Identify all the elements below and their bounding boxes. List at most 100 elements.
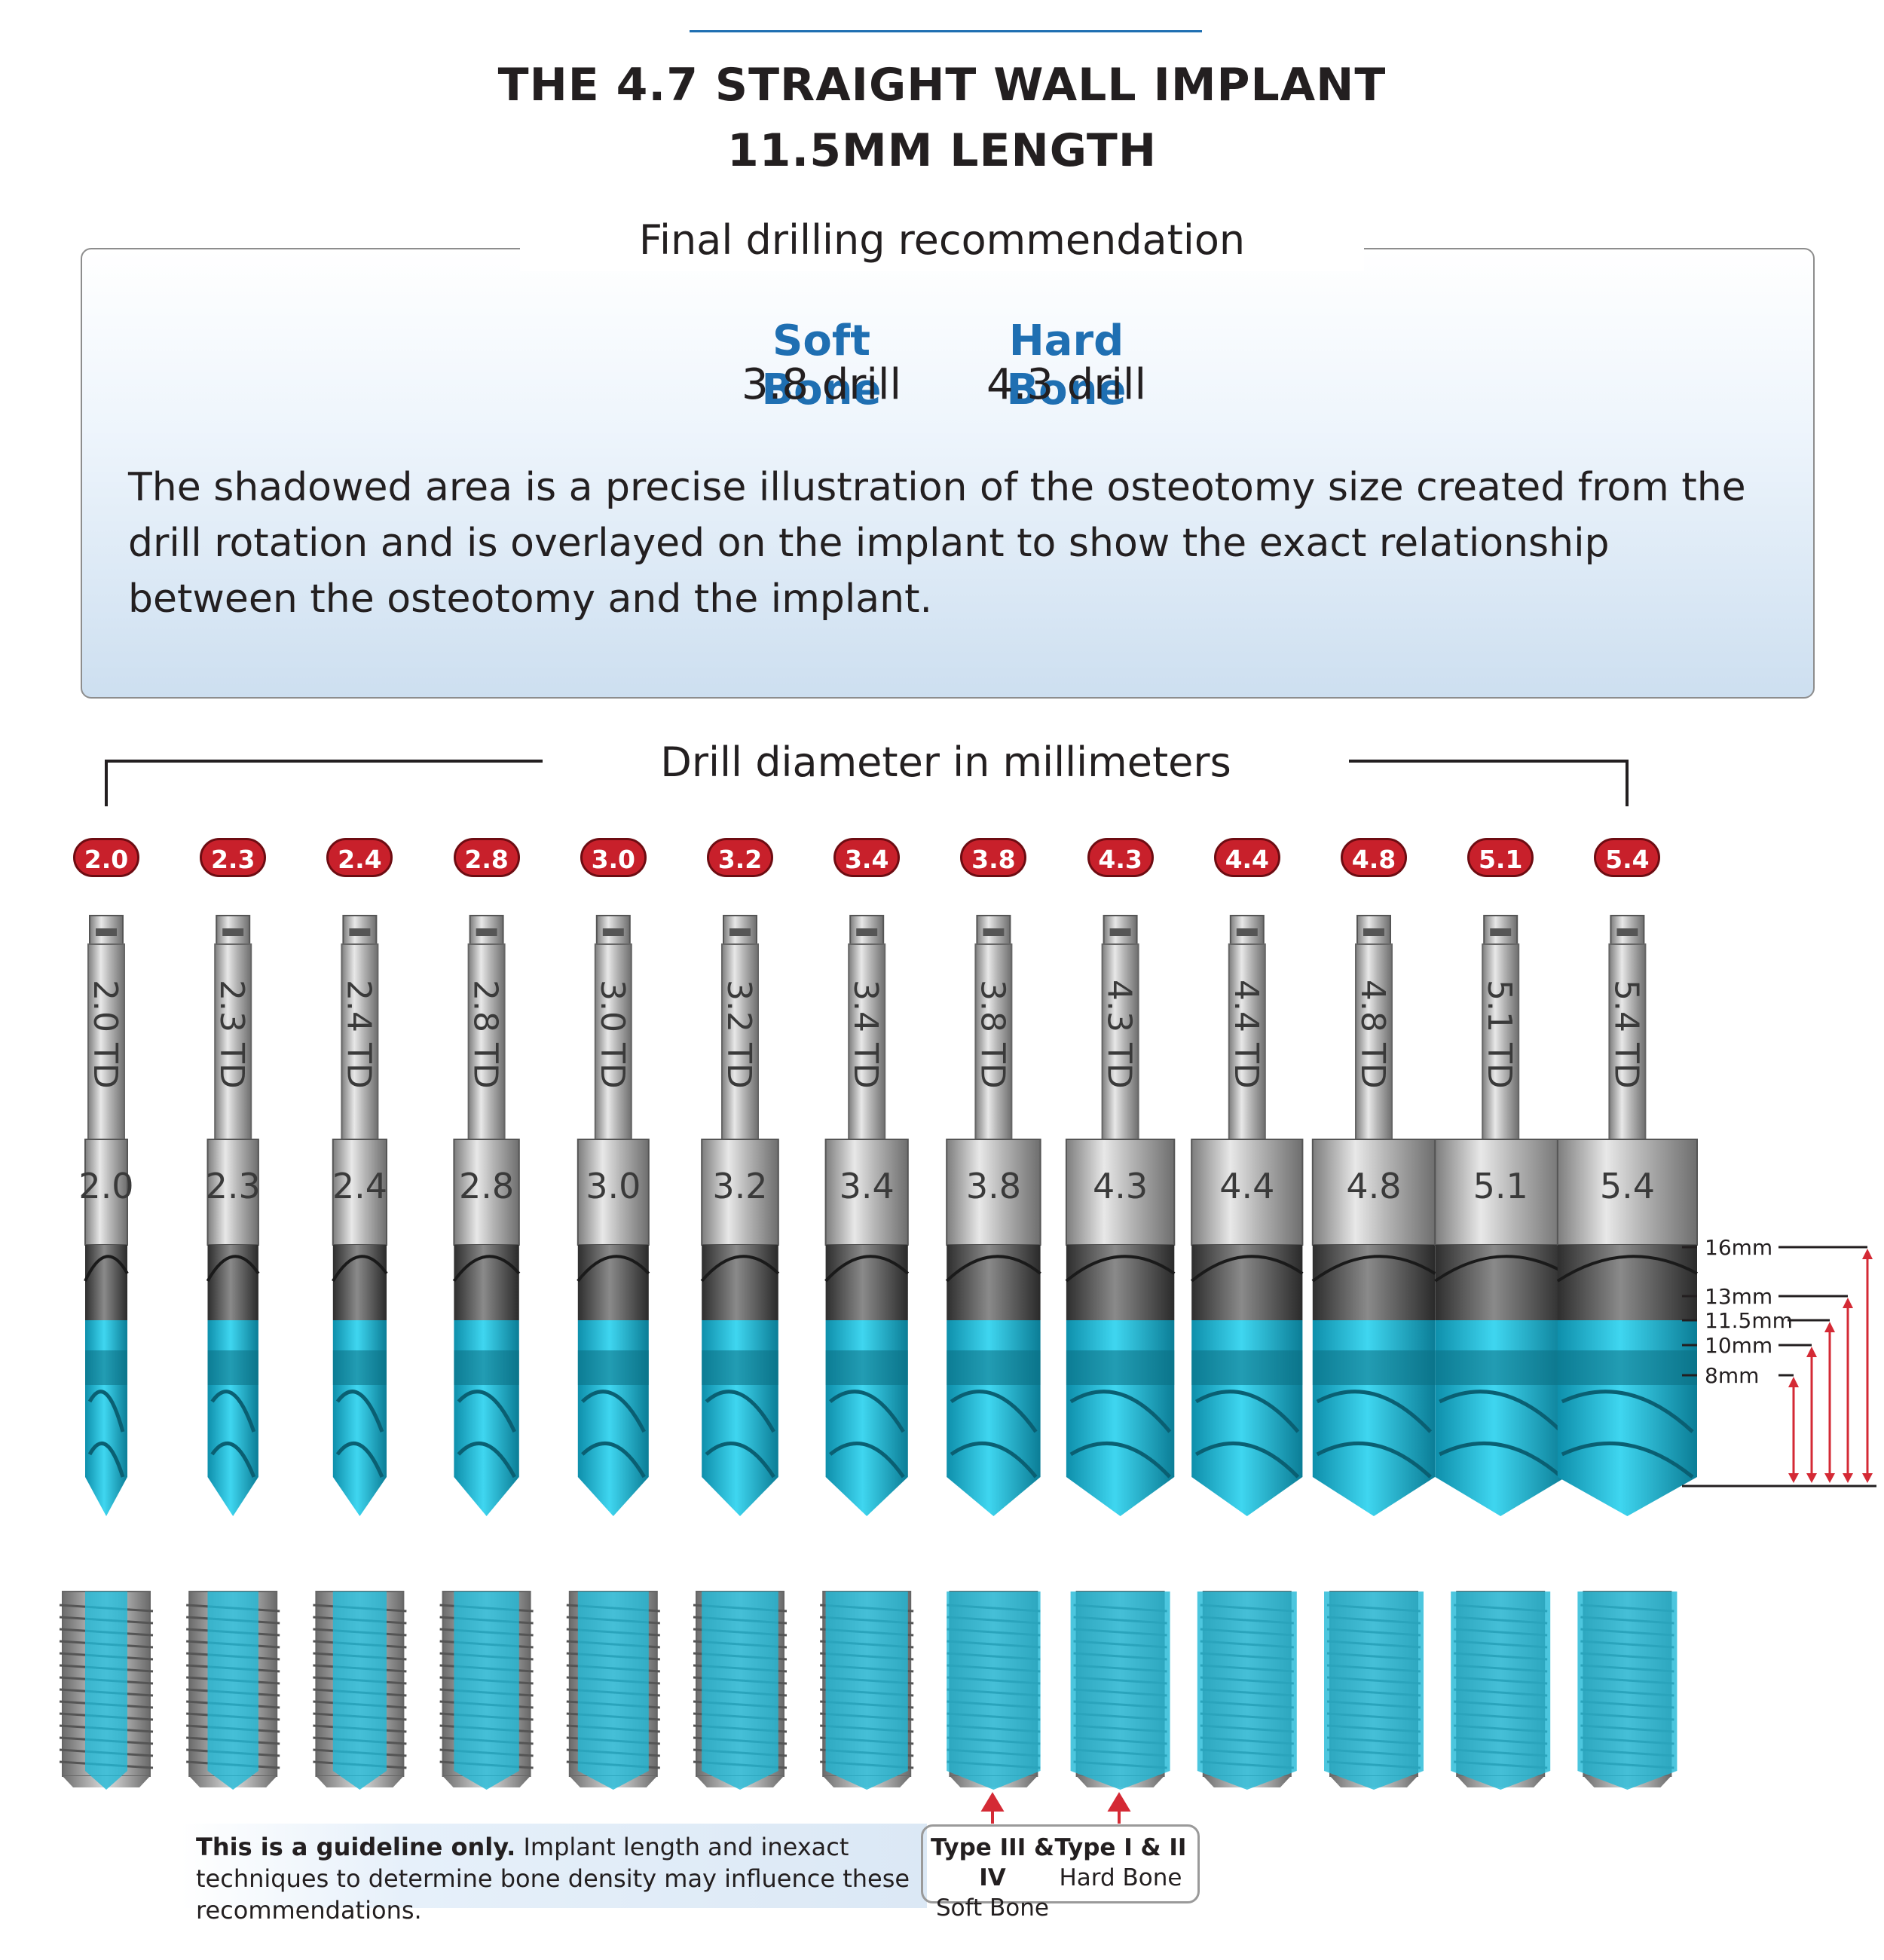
- drill: 3.4 TD 3.4: [824, 915, 910, 1516]
- drill-shaft: [214, 943, 252, 1142]
- drill-flute-edge: [945, 1255, 1041, 1283]
- drill-size-badge: 3.4: [833, 838, 901, 877]
- drill-size-badge: 2.3: [200, 838, 267, 877]
- osteotomy-description: The shadowed area is a precise illustrat…: [128, 465, 1746, 622]
- drill-shaft-label: 3.4 TD: [846, 980, 885, 1089]
- drill-spiral: [335, 1390, 384, 1478]
- depth-label: 11.5mm: [1705, 1308, 1793, 1333]
- drill-band: [1557, 1350, 1697, 1385]
- drill-size-badge: 3.2: [707, 838, 773, 877]
- drill-size-badge: 4.3: [1087, 838, 1154, 877]
- implant: [1070, 1591, 1170, 1790]
- drill-shaft-label: 2.0 TD: [86, 980, 124, 1089]
- recommend-arrows: [980, 1792, 1131, 1824]
- implant-osteotomy-overlay: [332, 1592, 387, 1790]
- depth-mark: 8mm: [1682, 1363, 1799, 1483]
- drill-band: [702, 1350, 778, 1385]
- implant: [820, 1591, 914, 1790]
- drill-flute-edge: [1434, 1255, 1567, 1283]
- drill-collar-label: 4.8: [1346, 1166, 1401, 1206]
- guideline-text: Implant length and inexact techniques to…: [196, 1833, 910, 1925]
- drill-collar-label: 5.4: [1600, 1166, 1655, 1206]
- drill-shaft: [1355, 943, 1393, 1142]
- page-title: THE 4.7 STRAIGHT WALL IMPLANT: [497, 59, 1387, 112]
- drill-collar: [1311, 1139, 1436, 1246]
- drill-band: [85, 1350, 127, 1385]
- drill-spiral: [87, 1390, 125, 1478]
- drill-band: [207, 1350, 258, 1385]
- drill: 2.3 TD 2.3: [206, 915, 261, 1516]
- drill-collar-label: 3.0: [586, 1166, 641, 1206]
- drill-notch: [1236, 928, 1258, 936]
- drill-osteotomy-body: [85, 1320, 127, 1516]
- implant: [439, 1591, 534, 1790]
- drill-collar: [1556, 1139, 1699, 1246]
- drill-shaft: [1101, 943, 1139, 1142]
- drill-notch: [222, 928, 244, 936]
- drill-flute-edge: [1190, 1255, 1304, 1283]
- drill-band: [332, 1350, 387, 1385]
- drill-spiral: [1561, 1390, 1694, 1478]
- hard-type-label: Type I & II: [1054, 1834, 1187, 1861]
- drill-collar-label: 4.4: [1219, 1166, 1274, 1206]
- implant: [1324, 1591, 1424, 1790]
- drill-shaft-label: 4.3 TD: [1100, 980, 1139, 1089]
- implant: [566, 1591, 660, 1790]
- drill-band: [825, 1350, 908, 1385]
- drill-collar-label: 2.4: [332, 1166, 387, 1206]
- drill-notch: [96, 928, 117, 936]
- depth-arrow-head: [1843, 1298, 1853, 1308]
- drill-band: [577, 1350, 649, 1385]
- soft-bone-value: 3.8 drill: [741, 360, 902, 409]
- drill-shaft-label: 2.8 TD: [466, 980, 505, 1089]
- guideline-note: This is a guideline only. Implant length…: [181, 1824, 927, 1925]
- implant: [313, 1591, 407, 1790]
- implant: [947, 1591, 1041, 1790]
- depth-mark: 16mm: [1682, 1235, 1873, 1483]
- implant-osteotomy-overlay: [1577, 1592, 1678, 1790]
- implant-osteotomy-overlay: [85, 1592, 127, 1790]
- soft-type-bone: Soft Bone: [936, 1894, 1049, 1922]
- implant-osteotomy-overlay: [207, 1592, 258, 1790]
- drill: 3.0 TD 3.0: [577, 915, 650, 1516]
- drill-size-badge: 3.0: [580, 838, 647, 877]
- drill-collar: [1065, 1139, 1176, 1246]
- implant-osteotomy-overlay: [577, 1592, 649, 1790]
- drill-collar-label: 3.4: [840, 1166, 895, 1206]
- drill-shaft: [1608, 943, 1647, 1142]
- drill-collar-label: 2.8: [459, 1166, 514, 1206]
- drill-osteotomy-body: [207, 1320, 258, 1516]
- drill: 3.8 TD 3.8: [945, 915, 1041, 1516]
- drill-notch: [1363, 928, 1384, 936]
- recommendation-panel: [81, 248, 1815, 699]
- implant-row: [59, 1591, 1678, 1790]
- drill-spiral: [1194, 1390, 1300, 1478]
- drill-shaft-label: 2.4 TD: [339, 980, 378, 1089]
- depth-arrow-head: [1862, 1249, 1873, 1259]
- drill-flute-edge: [452, 1255, 521, 1283]
- implant: [59, 1591, 154, 1790]
- drill-spiral: [1439, 1390, 1563, 1478]
- drill-notch: [349, 928, 371, 936]
- drill: 2.8 TD 2.8: [452, 915, 521, 1516]
- drill-size-badge: 5.4: [1594, 838, 1661, 877]
- drill-shaft-label: 5.4 TD: [1607, 980, 1645, 1089]
- depth-arrow-head: [1788, 1377, 1799, 1387]
- drill: 3.2 TD 3.2: [700, 915, 780, 1516]
- drill: 5.4 TD 5.4: [1556, 915, 1699, 1516]
- drill-shaft-label: 5.1 TD: [1480, 980, 1519, 1089]
- drill-row: 2.0 TD 2.0 2.3 TD 2.3 2.4 TD 2.4 2.8 TD 2.8 3.0 …: [78, 915, 1699, 1516]
- implant-osteotomy-overlay: [1324, 1592, 1424, 1790]
- drill-notch: [729, 928, 751, 936]
- drill-collar-label: 5.1: [1473, 1166, 1528, 1206]
- drill-collar-label: 2.3: [206, 1166, 261, 1206]
- drill-shaft-label: 3.2 TD: [720, 980, 758, 1089]
- depth-mark: 13mm: [1682, 1284, 1853, 1483]
- drill-spiral: [457, 1390, 517, 1478]
- drill-spiral: [210, 1390, 256, 1478]
- implant: [693, 1591, 788, 1790]
- drill-size-badge: 2.0: [73, 838, 139, 877]
- implant-osteotomy-overlay: [947, 1592, 1041, 1790]
- drill-flute-edge: [84, 1255, 129, 1282]
- soft-bone-label: Soft Bone: [761, 316, 882, 414]
